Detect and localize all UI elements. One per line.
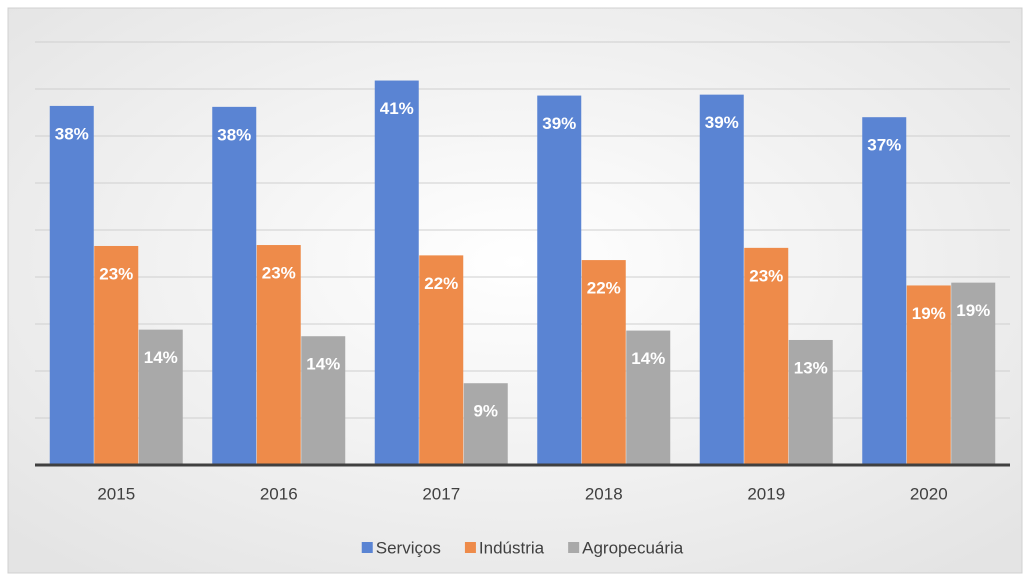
data-label: 22% xyxy=(424,274,458,293)
x-tick-label: 2019 xyxy=(747,484,785,503)
data-label: 38% xyxy=(217,125,251,144)
bar xyxy=(419,255,464,465)
bar xyxy=(94,245,139,465)
x-tick-label: 2015 xyxy=(97,484,135,503)
data-label: 38% xyxy=(55,124,89,143)
data-label: 41% xyxy=(380,99,414,118)
data-label: 13% xyxy=(794,358,828,377)
bar xyxy=(744,247,789,465)
bar xyxy=(906,285,951,465)
legend-label: Agropecuária xyxy=(582,538,684,557)
legend-swatch xyxy=(361,542,373,553)
bar xyxy=(788,339,833,465)
x-tick-label: 2018 xyxy=(585,484,623,503)
data-label: 14% xyxy=(631,349,665,368)
bar xyxy=(212,106,257,466)
legend-swatch xyxy=(464,542,476,553)
bar xyxy=(301,336,346,465)
data-label: 37% xyxy=(867,136,901,155)
bar xyxy=(862,117,907,465)
bar xyxy=(626,330,671,465)
bar xyxy=(463,383,508,465)
bar xyxy=(581,260,626,465)
data-label: 39% xyxy=(705,113,739,132)
bar xyxy=(256,245,301,465)
x-tick-label: 2016 xyxy=(260,484,298,503)
data-label: 23% xyxy=(99,264,133,283)
data-label: 9% xyxy=(473,402,498,421)
bar xyxy=(951,282,996,465)
data-label: 22% xyxy=(587,279,621,298)
bar xyxy=(374,80,419,465)
bar xyxy=(537,95,582,465)
data-label: 23% xyxy=(262,264,296,283)
legend-label: Serviços xyxy=(376,538,441,557)
data-label: 39% xyxy=(542,114,576,133)
x-tick-label: 2017 xyxy=(422,484,460,503)
data-label: 23% xyxy=(749,266,783,285)
legend-label: Indústria xyxy=(479,538,545,557)
bar xyxy=(699,94,744,465)
bar xyxy=(138,329,183,465)
chart-area xyxy=(7,7,1023,574)
data-label: 14% xyxy=(144,348,178,367)
x-tick-label: 2020 xyxy=(910,484,948,503)
legend-swatch xyxy=(568,542,580,553)
data-label: 19% xyxy=(956,301,990,320)
data-label: 14% xyxy=(306,355,340,374)
bar xyxy=(49,105,94,466)
data-label: 19% xyxy=(912,304,946,323)
